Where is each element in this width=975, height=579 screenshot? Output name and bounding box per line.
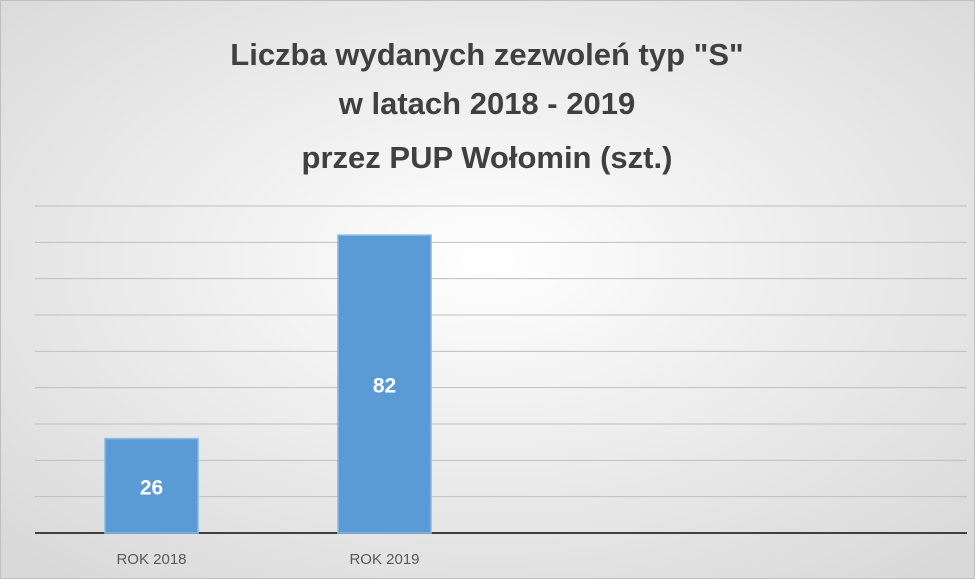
chart-title: przez PUP Wołomin (szt.) [302,140,673,175]
bar [104,437,199,534]
x-tick-label: ROK 2019 [349,551,419,568]
chart-title: Liczba wydanych zezwoleń typ "S" [230,37,743,72]
data-label: 26 [140,476,163,499]
data-label: 82 [373,375,396,398]
chart-title: w latach 2018 - 2019 [338,86,635,121]
bar [337,234,432,534]
x-tick-label: ROK 2018 [116,551,186,568]
